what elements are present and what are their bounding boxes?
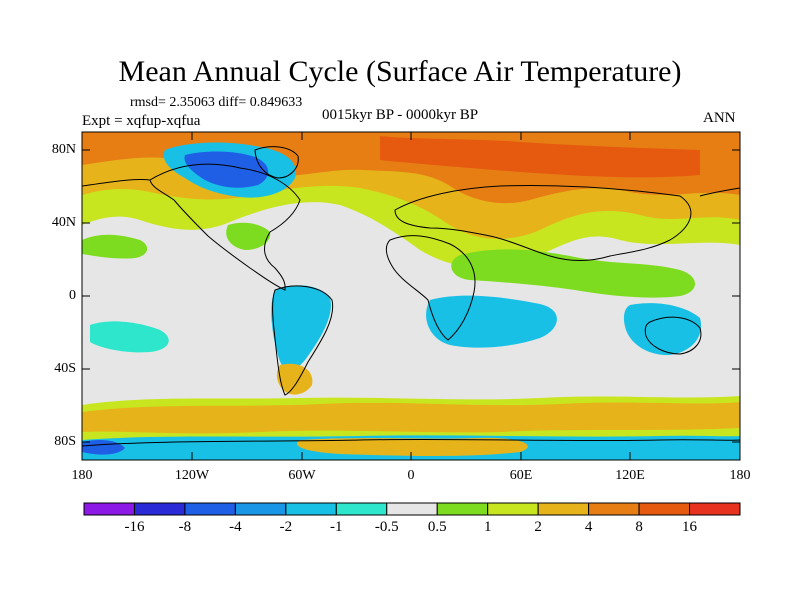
colorbar-box <box>638 502 691 516</box>
lat-label-80s: 80S <box>54 434 76 449</box>
lat-label-40s: 40S <box>54 361 76 376</box>
axis-ticks <box>82 132 740 460</box>
south-atlantic-cool-region <box>426 295 557 348</box>
pacific-warm-region <box>82 234 148 259</box>
lat-label-80n: 80N <box>51 142 76 157</box>
colorbar-box <box>487 502 539 516</box>
plot-title: Mean Annual Cycle (Surface Air Temperatu… <box>118 55 682 88</box>
colorbar-tick-label: 2 <box>534 519 542 535</box>
canada-cold-region <box>184 151 269 188</box>
lon-label-180w: 180 <box>71 468 93 483</box>
australia-cool-region <box>623 303 702 356</box>
colorbar-box <box>537 502 590 516</box>
colorbar-box <box>285 502 337 516</box>
colorbar-tick-label: 16 <box>682 519 698 535</box>
colorbar-box <box>83 502 135 516</box>
rmsd-diff-stats: rmsd= 2.35063 diff= 0.849633 <box>130 95 303 110</box>
lon-label-60e: 60E <box>509 468 533 483</box>
map-field <box>82 132 740 460</box>
colorbar-box <box>335 502 388 516</box>
colorbar-box <box>588 502 640 516</box>
lat-label-40n: 40N <box>51 215 76 230</box>
colorbar-tick-label: 4 <box>584 519 593 535</box>
colorbar-tick-label: -0.5 <box>374 519 399 535</box>
colorbar-tick-label: -4 <box>229 519 242 535</box>
southern-ocean-strong-warm-band <box>82 402 740 434</box>
lon-label-120w: 120W <box>174 468 210 483</box>
colorbar-tick-label: 1 <box>483 519 492 535</box>
south-america-cool-region <box>271 285 331 371</box>
colorbar-box <box>133 502 186 516</box>
colorbar <box>83 502 741 516</box>
colorbar-box <box>234 502 287 516</box>
colorbar-tick-label: -1 <box>330 519 343 535</box>
colorbar-tick-label: -16 <box>124 519 145 535</box>
lat-label-0: 0 <box>69 288 76 303</box>
colorbar-tick-label: 0.5 <box>427 519 447 535</box>
colorbar-tick-label: 8 <box>635 519 643 535</box>
colorbar-box <box>386 502 438 516</box>
south-pacific-cool-region <box>90 321 169 353</box>
lon-label-180e: 180 <box>729 468 751 483</box>
colorbar-box <box>184 502 236 516</box>
coastlines <box>82 146 740 447</box>
period-label: 0015kyr BP - 0000kyr BP <box>322 107 479 123</box>
indo-pacific-warm-region <box>451 249 695 298</box>
lon-label-120e: 120E <box>615 468 645 483</box>
colorbar-box <box>436 502 489 516</box>
lon-label-60w: 60W <box>288 468 316 483</box>
lon-label-0: 0 <box>407 468 415 483</box>
antarctic-warm-region <box>296 437 528 456</box>
season-label: ANN <box>703 110 736 126</box>
arctic-very-warm-region <box>380 136 700 178</box>
north-america-warm-region <box>226 222 271 250</box>
colorbar-box <box>689 502 741 516</box>
colorbar-tick-label: -2 <box>279 519 293 535</box>
experiment-label: Expt = xqfup-xqfua <box>82 113 201 129</box>
colorbar-tick-label: -8 <box>178 519 192 535</box>
